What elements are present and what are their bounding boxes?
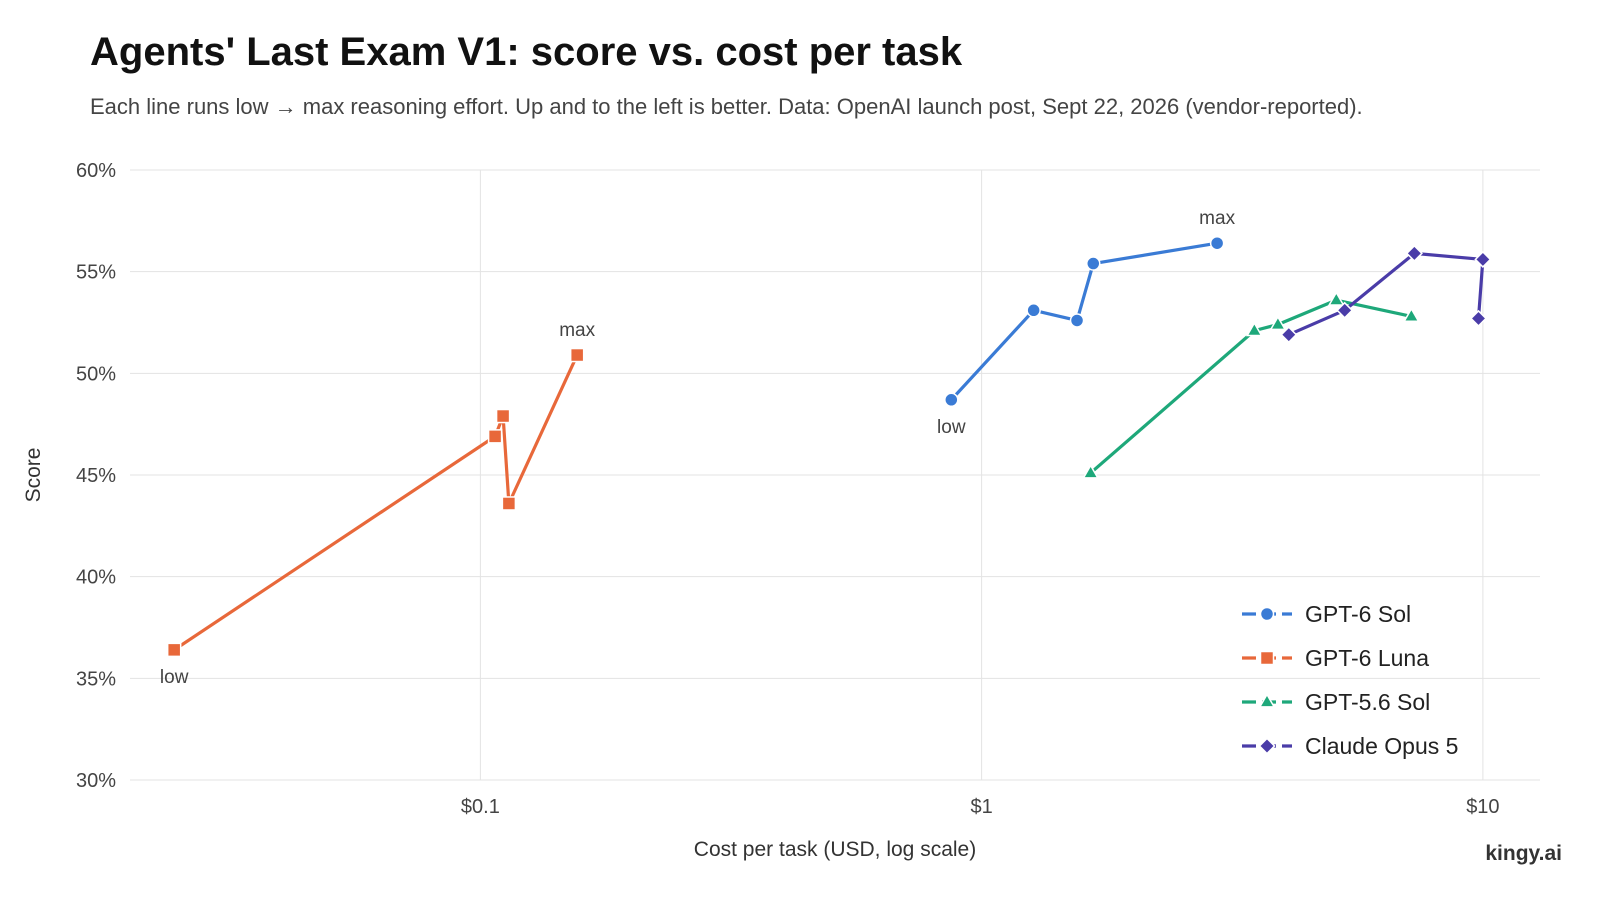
y-tick-label: 55% bbox=[76, 262, 116, 284]
series-line bbox=[172, 353, 579, 652]
series-layer: low max low max bbox=[160, 208, 1492, 688]
series-gpt-6-luna: low max bbox=[160, 320, 596, 688]
chart-title: Agents' Last Exam V1: score vs. cost per… bbox=[90, 30, 963, 74]
brand-watermark: kingy.ai bbox=[1485, 842, 1562, 865]
data-point bbox=[569, 347, 585, 363]
legend-marker bbox=[1259, 650, 1275, 666]
legend-label: GPT-5.6 Sol bbox=[1305, 689, 1430, 715]
data-point bbox=[1280, 326, 1298, 344]
grid-lines bbox=[130, 169, 1540, 781]
legend-label: GPT-6 Sol bbox=[1305, 601, 1411, 627]
series-line bbox=[1089, 298, 1413, 475]
series-gpt-5-6-sol bbox=[1082, 291, 1420, 479]
point-annotation: low bbox=[937, 417, 966, 438]
data-point bbox=[944, 392, 959, 408]
data-point bbox=[1405, 244, 1423, 262]
data-point bbox=[1069, 313, 1085, 328]
data-point bbox=[1245, 321, 1263, 337]
data-point bbox=[1402, 307, 1420, 323]
legend-item: GPT-5.6 Sol bbox=[1242, 689, 1430, 715]
x-tick-label: $10 bbox=[1466, 796, 1499, 818]
series-line bbox=[949, 241, 1219, 402]
y-tick-label: 30% bbox=[76, 770, 116, 792]
x-tick-label: $0.1 bbox=[461, 796, 500, 818]
data-point bbox=[1474, 250, 1492, 269]
data-point bbox=[1327, 291, 1345, 306]
legend-label: GPT-6 Luna bbox=[1305, 645, 1429, 671]
y-tick-label: 35% bbox=[76, 668, 116, 690]
point-annotation: max bbox=[559, 320, 595, 341]
axis-ticks: 30% 35% 40% 45% 50% 55% 60% $0.1 $1 $10 bbox=[76, 160, 1500, 818]
legend-marker bbox=[1258, 737, 1276, 755]
chart-subtitle: Each line runs low → max reasoning effor… bbox=[90, 94, 1363, 119]
legend-item: GPT-6 Luna bbox=[1242, 645, 1429, 671]
y-tick-label: 60% bbox=[76, 160, 116, 182]
y-tick-label: 40% bbox=[76, 567, 116, 589]
legend-marker bbox=[1259, 606, 1275, 622]
x-tick-label: $1 bbox=[971, 796, 993, 818]
data-point bbox=[1086, 256, 1101, 271]
data-point bbox=[1469, 309, 1488, 327]
legend-marker bbox=[1258, 692, 1276, 708]
y-tick-label: 45% bbox=[76, 465, 116, 487]
legend: GPT-6 Sol GPT-6 Luna GPT-5.6 Sol Claude Opu… bbox=[1242, 601, 1458, 759]
data-point bbox=[1209, 235, 1225, 251]
data-point bbox=[1269, 315, 1287, 331]
data-point bbox=[1026, 303, 1041, 318]
series-line bbox=[1287, 251, 1485, 337]
legend-item: Claude Opus 5 bbox=[1242, 733, 1458, 759]
legend-label: Claude Opus 5 bbox=[1305, 733, 1458, 759]
data-point bbox=[1336, 301, 1354, 319]
series-claude-opus-5 bbox=[1280, 244, 1492, 344]
data-point bbox=[166, 642, 182, 658]
y-axis-title: Score bbox=[22, 448, 45, 503]
series-gpt-6-sol: low max bbox=[937, 208, 1236, 438]
legend-item: GPT-6 Sol bbox=[1242, 601, 1411, 627]
data-point bbox=[501, 496, 517, 511]
data-point bbox=[487, 429, 503, 444]
x-axis-title: Cost per task (USD, log scale) bbox=[694, 838, 976, 861]
point-annotation: low bbox=[160, 667, 189, 688]
data-point bbox=[495, 408, 511, 424]
data-point bbox=[1082, 463, 1100, 479]
y-tick-label: 50% bbox=[76, 363, 116, 385]
point-annotation: max bbox=[1199, 208, 1235, 229]
